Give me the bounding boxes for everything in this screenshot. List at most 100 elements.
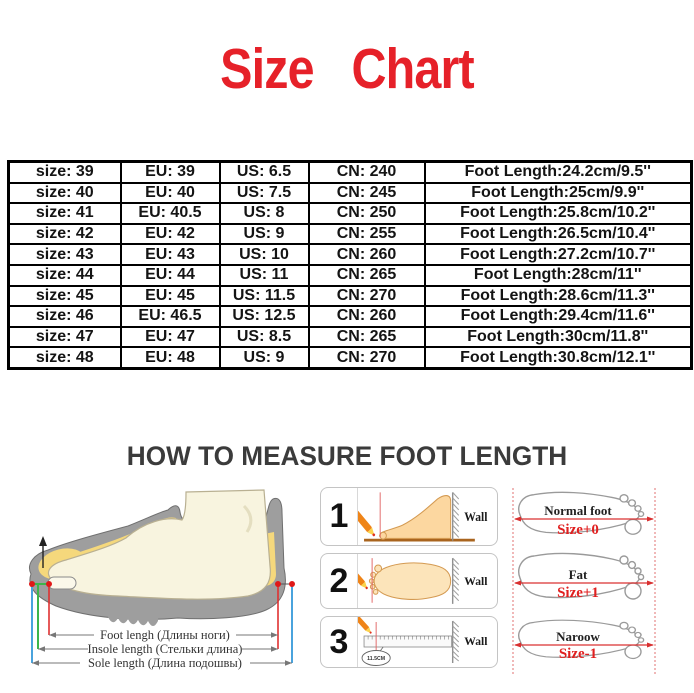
- dim-arrow: [285, 660, 292, 666]
- foot-outline-normal: [518, 491, 645, 535]
- marker-dot: [29, 581, 35, 587]
- wall-label: Wall: [464, 575, 488, 588]
- eu-cell: EU: 43: [119, 243, 221, 266]
- us-cell: US: 6.5: [218, 160, 310, 184]
- foot-top-illustration: [373, 562, 452, 600]
- foot-length-cell: Foot Length:28.6cm/11.3'': [423, 284, 693, 308]
- table-row: size: 43 EU: 43 US: 10 CN: 260 Foot Leng…: [7, 243, 693, 266]
- eu-cell: EU: 46.5: [119, 305, 221, 328]
- cn-cell: CN: 255: [307, 222, 426, 246]
- size-cell: size: 46: [7, 305, 122, 328]
- foot-length-label: Foot lengh (Длины ноги): [100, 628, 230, 642]
- sole-length-label: Sole length (Длина подошвы): [88, 656, 242, 670]
- foot-type-name: Naroow: [556, 629, 600, 644]
- size-cell: size: 40: [7, 181, 122, 205]
- ankle-shading: [242, 504, 253, 533]
- dim-arrow: [271, 646, 278, 652]
- size-cell: size: 45: [7, 284, 122, 308]
- cn-cell: CN: 240: [307, 160, 426, 184]
- us-cell: US: 11.5: [218, 284, 310, 308]
- measure-heading: HOW TO MEASURE FOOT LENGTH: [126, 441, 568, 471]
- cn-cell: CN: 260: [307, 305, 426, 328]
- wall-icon: [451, 491, 460, 541]
- table-row: size: 44 EU: 44 US: 11 CN: 265 Foot Leng…: [7, 263, 693, 287]
- big-toe: [374, 564, 383, 573]
- foot-side-illustration: [379, 494, 452, 539]
- size-cell: size: 41: [7, 202, 122, 225]
- dim-arrow: [38, 646, 45, 652]
- us-cell: US: 12.5: [218, 305, 310, 328]
- eu-cell: EU: 39: [119, 160, 221, 184]
- us-cell: US: 9: [218, 346, 310, 370]
- toe: [368, 578, 375, 584]
- foot-type-size: Size+1: [557, 585, 599, 601]
- size-cell: size: 43: [7, 243, 122, 266]
- cn-cell: CN: 270: [307, 346, 426, 370]
- us-cell: US: 10: [218, 243, 310, 266]
- wall-label: Wall: [464, 509, 488, 524]
- cn-cell: CN: 270: [307, 284, 426, 308]
- cn-cell: CN: 250: [307, 202, 426, 225]
- size-cell: size: 39: [7, 160, 122, 184]
- size-cell: size: 44: [7, 263, 122, 287]
- shoe-measurement-diagram: Foot lengh (Длины ноги) Insole length (С…: [29, 489, 295, 670]
- eu-cell: EU: 45: [119, 284, 221, 308]
- us-cell: US: 11: [218, 263, 310, 287]
- eu-cell: EU: 40.5: [119, 202, 221, 225]
- eu-cell: EU: 47: [119, 325, 221, 349]
- table-row: size: 48 EU: 48 US: 9 CN: 270 Foot Lengt…: [7, 346, 693, 370]
- callout-pointer: [379, 646, 384, 652]
- size-cell: size: 42: [7, 222, 122, 246]
- toe: [372, 588, 379, 595]
- toe: [369, 583, 376, 590]
- pencil-icon: [358, 510, 376, 537]
- ruler-icon: [363, 635, 453, 648]
- cn-cell: CN: 245: [307, 181, 426, 205]
- toe-cap: [47, 576, 77, 590]
- arrow-head: [514, 516, 521, 522]
- eu-cell: EU: 48: [119, 346, 221, 370]
- us-cell: US: 8: [218, 202, 310, 225]
- insole-length-label: Insole length (Стельки длина): [88, 642, 243, 656]
- step2-illustration: Wall: [358, 557, 488, 604]
- wall-label: Wall: [464, 636, 487, 648]
- step3-illustration: 11.5CM Wall: [358, 617, 487, 666]
- measure-step-2: 2: [320, 553, 498, 609]
- size-cell: size: 47: [7, 325, 122, 349]
- foot-outline-narrow: [518, 619, 645, 660]
- size-table: size: 39 EU: 39 US: 6.5 CN: 240 Foot Len…: [7, 160, 693, 370]
- table-row: size: 39 EU: 39 US: 6.5 CN: 240 Foot Len…: [7, 160, 693, 184]
- eu-cell: EU: 44: [119, 263, 221, 287]
- table-row: size: 42 EU: 42 US: 9 CN: 255 Foot Lengt…: [7, 222, 693, 246]
- cn-cell: CN: 265: [307, 263, 426, 287]
- foot-type-name: Fat: [569, 567, 588, 582]
- foot-length-cell: Foot Length:30cm/11.8'': [423, 325, 693, 349]
- toe-bump: [379, 531, 387, 540]
- size-cell: size: 48: [7, 346, 122, 370]
- foot-types-diagram: Normal foot Size+0 Fat Size+1 Naroow Siz…: [512, 488, 656, 676]
- arrow-head: [647, 580, 654, 586]
- dim-arrow: [49, 632, 56, 638]
- arrow-head: [647, 516, 654, 522]
- foot-outline-fat: [518, 552, 645, 600]
- marker-dot: [289, 581, 295, 587]
- measure-callout: [361, 650, 391, 666]
- foot-length-cell: Foot Length:25.8cm/10.2'': [423, 202, 693, 225]
- toe: [370, 571, 377, 578]
- table-row: size: 46 EU: 46.5 US: 12.5 CN: 260 Foot …: [7, 305, 693, 328]
- table-row: size: 47 EU: 47 US: 8.5 CN: 265 Foot Len…: [7, 325, 693, 349]
- marker-dot: [46, 581, 52, 587]
- marker-dot: [275, 581, 281, 587]
- foot-type-name: Normal foot: [544, 503, 612, 518]
- wall-icon: [451, 557, 460, 604]
- cn-cell: CN: 260: [307, 243, 426, 266]
- foot-length-cell: Foot Length:26.5cm/10.4'': [423, 222, 693, 246]
- step-number: 3: [321, 617, 358, 667]
- foot-length-cell: Foot Length:30.8cm/12.1'': [423, 346, 693, 370]
- us-cell: US: 8.5: [218, 325, 310, 349]
- eu-cell: EU: 40: [119, 181, 221, 205]
- page-title: Size Chart: [220, 37, 475, 101]
- step1-illustration: Wall: [358, 491, 488, 542]
- arrow-head: [514, 580, 521, 586]
- foot-type-size: Size-1: [559, 646, 597, 662]
